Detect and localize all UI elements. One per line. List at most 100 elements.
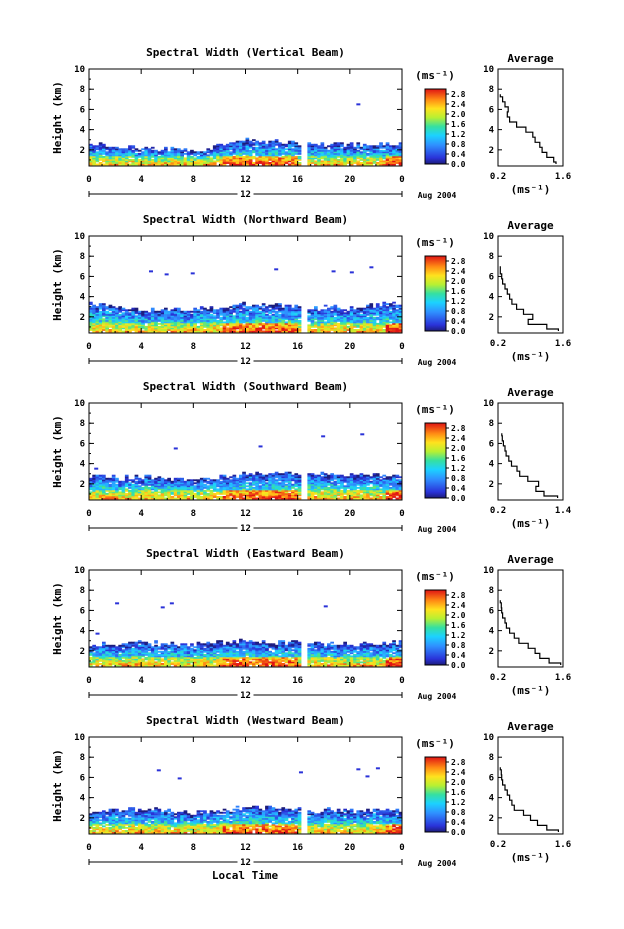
beam-panel-2: Spectral Width (Southward Beam) 2 4 6 8 10 Hei… [51,380,572,534]
average-frame [497,68,564,167]
average-x-tick-label: 0.2 [490,172,506,182]
colorbar-tick-label: 2.8 [451,257,466,266]
sparse-echo [169,602,174,605]
average-frame [497,736,564,835]
y-tick-label: 8 [80,85,85,95]
x-tick-label: 16 [292,175,303,185]
x-tick-label: 0 [399,843,404,853]
average-x-tick-label: 1.6 [555,339,571,349]
colorbar-tick-label: 0.0 [451,494,466,503]
x-tick-label: 4 [138,843,144,853]
colorbar-tick-label: 0.4 [451,651,466,660]
x-tick-label: 0 [86,843,91,853]
colorbar-tick-label: 2.8 [451,758,466,767]
date-label: Aug 2004 [418,859,457,868]
average-x-label: (ms⁻¹) [511,183,551,196]
x-tick-label: 12 [240,843,251,853]
average-x-tick-label: 1.6 [555,673,571,683]
day-label: 12 [240,357,251,367]
colorbar-tick-label: 2.4 [451,434,466,443]
average-title: Average [507,52,554,65]
average-y-tick-label: 8 [489,252,494,262]
colorbar-tick-label: 0.4 [451,484,466,493]
date-label: Aug 2004 [418,692,457,701]
heatmap-cells [89,602,403,667]
average-title: Average [507,386,554,399]
colorbar-tick-label: 0.0 [451,160,466,169]
average-y-tick-label: 10 [483,566,494,576]
date-label: Aug 2004 [418,191,457,200]
average-y-tick-label: 8 [489,753,494,763]
colorbar-tick-label: 1.2 [451,464,466,473]
sparse-echo [95,632,100,635]
sparse-echo [115,602,120,605]
average-profile-line [501,433,559,498]
colorbar-tick-label: 1.6 [451,621,466,630]
x-tick-label: 0 [399,676,404,686]
average-y-tick-label: 2 [489,647,494,657]
average-title: Average [507,553,554,566]
colorbar-tick-label: 0.8 [451,808,466,817]
colorbar-tick-label: 0.8 [451,140,466,149]
sparse-echo [156,769,161,772]
average-frame [497,569,564,668]
day-label: 12 [240,691,251,701]
sparse-echo [190,272,195,275]
average-y-tick-label: 8 [489,419,494,429]
average-x-tick-label: 1.6 [555,172,571,182]
beam-panel-0: Spectral Width (Vertical Beam) 2 4 6 8 10 Heig… [51,46,571,200]
colorbar-unit: (ms⁻¹) [415,737,455,750]
x-tick-label: 0 [399,175,404,185]
colorbar-tick-label: 0.0 [451,661,466,670]
y-tick-label: 4 [80,460,86,470]
x-tick-label: 12 [240,676,251,686]
x-tick-label: 8 [191,175,196,185]
average-x-tick-label: 0.2 [490,840,506,850]
average-y-tick-label: 2 [489,313,494,323]
sparse-echo [274,268,279,271]
sparse-echo [331,270,336,273]
average-x-tick-label: 1.4 [555,506,572,516]
colorbar [424,422,447,499]
sparse-echo [258,445,263,448]
y-tick-label: 10 [74,65,85,75]
y-tick-label: 6 [80,105,85,115]
x-tick-label: 12 [240,342,251,352]
y-tick-label: 10 [74,733,85,743]
y-tick-label: 6 [80,272,85,282]
colorbar [424,756,447,833]
panel-title: Spectral Width (Eastward Beam) [146,547,345,560]
x-tick-label: 12 [240,509,251,519]
colorbar-unit: (ms⁻¹) [415,69,455,82]
sparse-echo [160,606,165,609]
colorbar-tick-label: 1.6 [451,120,466,129]
panel-title: Spectral Width (Westward Beam) [146,714,345,727]
x-tick-label: 0 [399,342,404,352]
colorbar-tick-label: 2.4 [451,768,466,777]
x-tick-label: 16 [292,676,303,686]
sparse-echo [298,771,303,774]
y-tick-label: 4 [80,794,86,804]
y-tick-label: 2 [80,647,85,657]
x-tick-label: 4 [138,342,144,352]
colorbar-unit: (ms⁻¹) [415,403,455,416]
y-tick-label: 2 [80,313,85,323]
y-axis-label: Height (km) [51,81,64,154]
y-tick-label: 8 [80,586,85,596]
y-tick-label: 10 [74,232,85,242]
colorbar-tick-label: 1.6 [451,287,466,296]
day-label: 12 [240,524,251,534]
panel-title: Spectral Width (Northward Beam) [143,213,348,226]
colorbar-tick-label: 1.6 [451,454,466,463]
colorbar-tick-label: 0.0 [451,828,466,837]
colorbar-tick-label: 0.4 [451,150,466,159]
sparse-echo [148,270,153,273]
average-y-tick-label: 6 [489,606,494,616]
x-tick-label: 16 [292,843,303,853]
average-y-tick-label: 10 [483,733,494,743]
sparse-echo [356,103,361,106]
x-tick-label: 20 [344,342,355,352]
colorbar-tick-label: 0.4 [451,317,466,326]
colorbar-tick-label: 2.8 [451,424,466,433]
colorbar-tick-label: 0.8 [451,641,466,650]
